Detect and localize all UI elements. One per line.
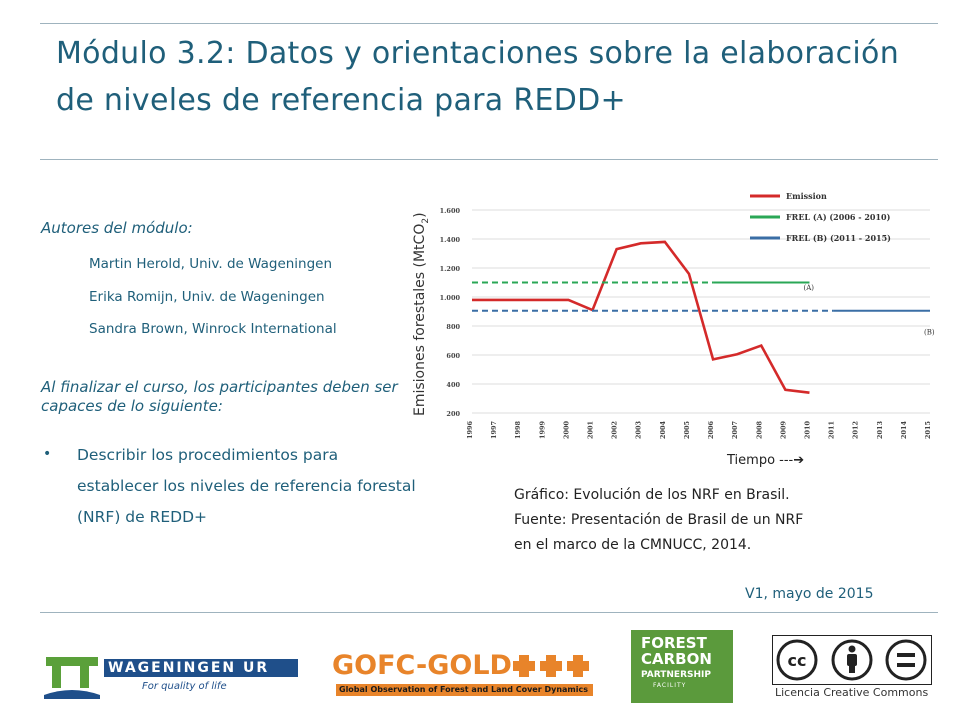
caption-line: Fuente: Presentación de Brasil de un NRF — [514, 512, 804, 528]
x-tick-label: 2014 — [900, 420, 908, 439]
nrf-chart: 200 400 600 800 1.000 1.200 1.400 1.600 1996 1997… — [440, 191, 935, 439]
gofc-tagline: Global Observation of Forest and Land Co… — [336, 684, 593, 696]
chart-caption: Gráfico: Evolución de los NRF en Brasil.… — [514, 483, 894, 558]
caption-line: en el marco de la CMNUCC, 2014. — [514, 537, 752, 553]
fcpf-line: FACILITY — [653, 682, 687, 689]
x-tick-label: 2003 — [635, 420, 643, 439]
gofc-wordmark: GOFC-GOLD — [332, 650, 512, 681]
x-tick-label: 2012 — [852, 421, 860, 439]
author-item: Erika Romijn, Univ. de Wageningen — [89, 289, 325, 305]
wageningen-emblem-icon — [44, 657, 100, 699]
gofc-crosses-icon — [513, 655, 589, 677]
y-tick-label: 600 — [446, 352, 460, 360]
author-item: Sandra Brown, Winrock International — [89, 321, 337, 337]
wageningen-wordmark: WAGENINGEN UR — [104, 659, 298, 677]
fcpf-line: FOREST — [641, 634, 707, 652]
slide-title: Módulo 3.2: Datos y orientaciones sobre … — [56, 36, 900, 118]
creative-commons-badge[interactable]: cc — [772, 635, 932, 685]
top-rule — [40, 23, 938, 24]
objective-item: Describir los procedimientos para establ… — [77, 446, 416, 526]
svg-text:cc: cc — [788, 651, 807, 670]
x-tick-label: 1998 — [514, 420, 522, 439]
legend-label: FREL (A) (2006 - 2010) — [786, 212, 891, 222]
wageningen-tagline: For quality of life — [142, 681, 227, 692]
bullet-icon: • — [43, 446, 52, 462]
x-tick-label: 2010 — [803, 420, 811, 439]
caption-line: Gráfico: Evolución de los NRF en Brasil. — [514, 487, 790, 503]
x-tick-label: 2001 — [587, 421, 595, 439]
annotation-label: (B) — [924, 329, 935, 337]
x-tick-label: 2007 — [731, 421, 739, 439]
annotation-label: (A) — [803, 284, 814, 292]
wageningen-logo: WAGENINGEN UR For quality of life — [42, 655, 298, 703]
y-tick-label: 1.400 — [440, 236, 461, 244]
cc-icon: cc — [776, 639, 818, 681]
y-tick-label: 800 — [446, 323, 460, 331]
arrow-right-icon: ➔ — [793, 453, 805, 468]
x-tick-label: 2000 — [562, 420, 570, 439]
legend-label: Emission — [786, 191, 827, 201]
x-tick-label: 2006 — [707, 420, 715, 439]
y-tick-label: 200 — [446, 410, 460, 418]
authors-heading: Autores del módulo: — [41, 219, 193, 237]
y-tick-label: 1.000 — [440, 294, 461, 302]
y-tick-label: 1.200 — [440, 265, 461, 273]
fcpf-logo: FOREST CARBON PARTNERSHIP FACILITY — [631, 630, 733, 703]
x-tick-label: 2002 — [611, 421, 619, 439]
legend-label: FREL (B) (2011 - 2015) — [786, 233, 891, 243]
x-tick-label: 2013 — [876, 420, 884, 439]
y-tick-label: 400 — [446, 381, 460, 389]
x-tick-label: 2005 — [683, 420, 691, 439]
no-derivatives-icon — [885, 639, 927, 681]
x-tick-label: 1999 — [538, 420, 546, 439]
title-divider — [40, 159, 938, 160]
footer-rule — [40, 612, 938, 613]
fcpf-line: PARTNERSHIP — [641, 670, 711, 680]
cc-license-label: Licencia Creative Commons — [775, 686, 929, 699]
y-tick-label: 1.600 — [440, 207, 461, 215]
version-label: V1, mayo de 2015 — [745, 586, 874, 602]
x-tick-label: 1996 — [466, 420, 474, 439]
attribution-icon — [831, 639, 873, 681]
author-item: Martin Herold, Univ. de Wageningen — [89, 256, 333, 272]
x-tick-label: 2004 — [659, 420, 667, 439]
x-tick-label: 2009 — [779, 420, 787, 439]
x-tick-label: 2008 — [755, 420, 763, 439]
gofc-gold-logo: GOFC-GOLD Global Observation of Forest a… — [332, 650, 596, 698]
x-tick-label: 2011 — [828, 421, 836, 439]
x-tick-label: 2015 — [924, 420, 932, 439]
objectives-heading: Al finalizar el curso, los participantes… — [41, 378, 398, 415]
series-line — [472, 240, 810, 394]
fcpf-line: CARBON — [641, 650, 712, 668]
x-axis-label: Tiempo ---➔ — [727, 453, 805, 468]
x-tick-label: 1997 — [490, 421, 498, 439]
